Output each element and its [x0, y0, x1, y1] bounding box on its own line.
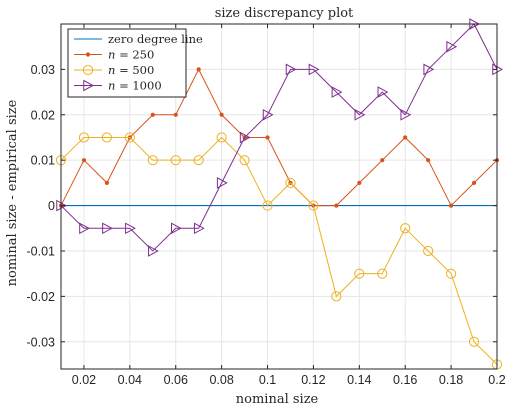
legend-label: n = 250 [108, 48, 154, 62]
y-axis-label: nominal size - empirical size [5, 99, 20, 286]
data-point [262, 200, 273, 211]
data-point [239, 131, 251, 144]
legend-label-var: n [108, 79, 115, 93]
data-point [308, 200, 319, 211]
data-point [124, 132, 135, 143]
legend-label: zero degree line [108, 32, 203, 46]
data-point [468, 336, 480, 347]
x-tick-label: 0.02 [72, 373, 96, 387]
data-point [331, 291, 342, 302]
data-point [170, 222, 182, 235]
series-2 [55, 132, 503, 370]
data-point [423, 245, 434, 257]
x-axis-label: nominal size [236, 392, 319, 407]
data-point [423, 63, 435, 76]
legend-entry: n = 250 [74, 48, 154, 62]
data-point [102, 222, 113, 235]
ticks-layer: 0.02 0.04 0.06 0.08 0.1 0.12 0.14 0.16 0.18 0.2 -0… [27, 24, 506, 387]
x-tick-label: 0.12 [301, 373, 325, 387]
data-point [78, 132, 90, 143]
data-point [377, 268, 388, 279]
data-point [150, 112, 155, 117]
data-point [79, 222, 90, 235]
data-point [334, 203, 339, 208]
series-3 [56, 18, 504, 257]
data-point [239, 155, 250, 166]
data-point [216, 132, 227, 143]
legend-label: n = 500 [108, 63, 154, 77]
data-point [265, 135, 270, 140]
y-tick-label: 0.02 [31, 108, 55, 122]
x-tick-label: 0.2 [488, 373, 505, 387]
data-point [193, 155, 204, 166]
data-point [81, 158, 87, 163]
data-point [446, 40, 458, 53]
legend-marker [85, 52, 91, 57]
legend-label-rest: = 500 [115, 63, 154, 77]
data-point [380, 158, 385, 163]
x-tick-label: 0.18 [439, 373, 463, 387]
x-tick-label: 0.1 [259, 373, 276, 387]
data-point [101, 132, 112, 143]
data-point [354, 268, 365, 279]
legend-marker [83, 79, 95, 92]
data-point [471, 180, 477, 185]
legend-entry: n = 500 [74, 63, 154, 77]
data-point [104, 180, 109, 185]
data-point [446, 268, 457, 279]
y-tick-label: -0.03 [27, 335, 56, 349]
data-point [403, 135, 408, 140]
data-point [377, 86, 389, 98]
data-point [216, 177, 228, 189]
y-tick-label: 0.01 [31, 154, 55, 168]
y-tick-label: 0 [48, 199, 55, 213]
data-point [400, 223, 411, 234]
data-point [148, 245, 159, 257]
legend-marker [82, 64, 94, 76]
plot-box [60, 23, 498, 370]
y-tick-label: -0.02 [27, 290, 56, 304]
data-point [400, 108, 412, 121]
data-point [426, 158, 431, 163]
data-point [193, 222, 205, 235]
data-point [219, 112, 224, 117]
x-tick-label: 0.14 [347, 373, 371, 387]
data-point [147, 155, 158, 166]
legend-label-rest: = 250 [115, 48, 154, 62]
data-point [331, 86, 343, 98]
series-line [60, 68, 498, 207]
axes-layer [60, 23, 498, 370]
x-tick-label: 0.04 [118, 373, 142, 387]
legend-label: n = 1000 [108, 79, 162, 93]
data-point [125, 222, 136, 235]
chart-title: size discrepancy plot [215, 6, 354, 21]
x-tick-label: 0.16 [393, 373, 417, 387]
series-line [60, 136, 498, 365]
x-tick-label: 0.08 [209, 373, 233, 387]
data-point [173, 112, 178, 117]
x-tick-label: 0.06 [164, 373, 188, 387]
data-point [262, 108, 274, 121]
legend-entry: zero degree line [74, 32, 203, 46]
legend-label-var: n [108, 63, 115, 77]
y-tick-label: -0.01 [27, 244, 56, 258]
data-point [354, 108, 366, 121]
series-line [60, 23, 498, 252]
data-point [357, 180, 362, 185]
y-tick-label: 0.03 [31, 63, 55, 77]
data-point [196, 67, 201, 72]
data-point [285, 177, 296, 188]
data-point [449, 203, 454, 208]
data-point [170, 155, 181, 166]
data-point [285, 63, 297, 76]
legend-entry: n = 1000 [74, 79, 162, 93]
legend-label-rest: = 1000 [115, 79, 161, 93]
legend-label-var: n [108, 48, 115, 62]
data-point [308, 63, 320, 76]
series-layer [55, 18, 504, 370]
